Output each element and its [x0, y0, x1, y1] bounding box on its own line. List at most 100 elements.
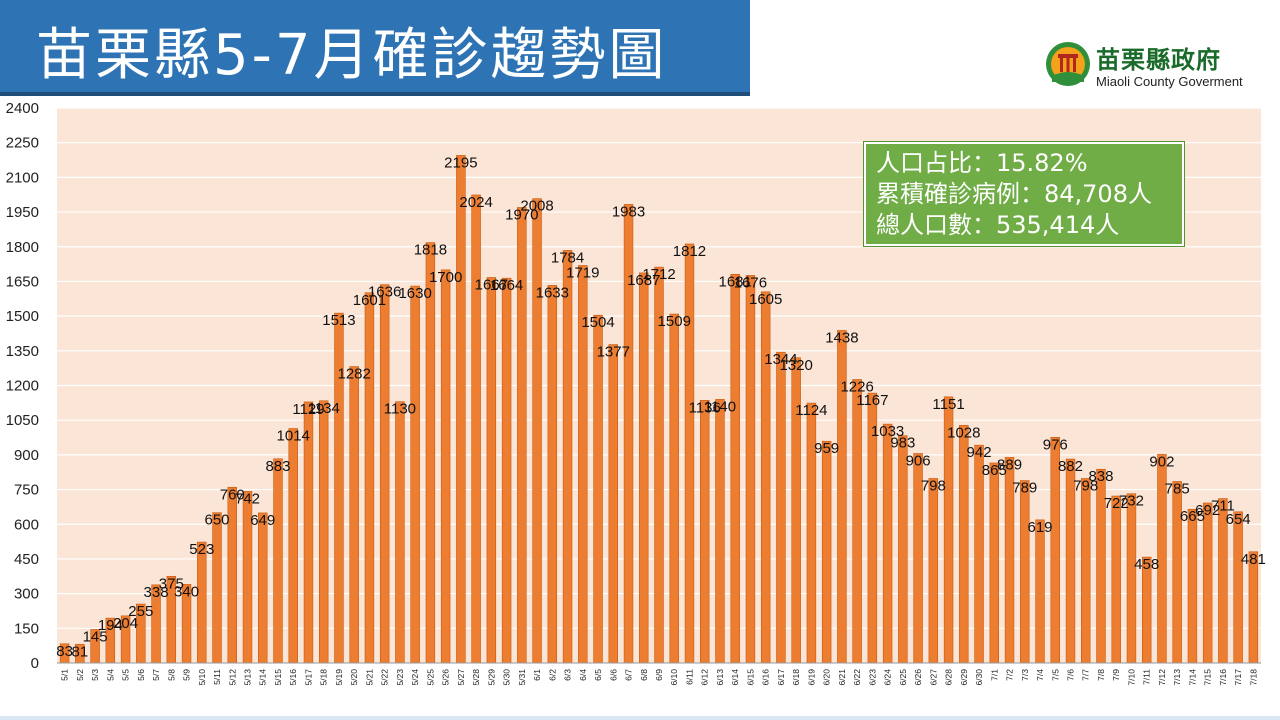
bar [501, 277, 512, 664]
bar [593, 314, 603, 664]
x-tick-label: 5/7 [151, 669, 161, 681]
data-label: 194 [98, 617, 123, 634]
county-emblem-icon [1046, 42, 1090, 86]
x-tick-label: 6/2 [547, 669, 557, 681]
data-label: 1151 [932, 396, 964, 413]
data-label: 1033 [871, 423, 904, 440]
x-tick-label: 6/8 [639, 669, 649, 681]
x-tick-label: 5/12 [227, 669, 237, 686]
x-tick-label: 7/8 [1096, 669, 1106, 681]
data-label: 255 [128, 603, 153, 620]
x-tick-label: 6/7 [624, 669, 634, 681]
y-tick-label: 450 [14, 551, 39, 568]
bar [517, 207, 527, 664]
data-label: 889 [997, 456, 1022, 473]
x-tick-label: 7/7 [1081, 669, 1091, 681]
data-label: 882 [1058, 458, 1083, 475]
x-tick-label: 6/14 [730, 669, 740, 686]
x-tick-label: 5/20 [349, 669, 359, 686]
x-tick-label: 5/14 [258, 669, 268, 686]
data-label: 1028 [947, 424, 980, 441]
x-tick-label: 5/3 [90, 669, 100, 681]
bar [425, 242, 436, 664]
x-tick-label: 5/2 [75, 669, 85, 681]
x-tick-label: 5/4 [105, 669, 115, 681]
data-label: 649 [250, 512, 275, 529]
data-label: 2195 [444, 154, 477, 171]
data-label: 785 [1165, 480, 1190, 497]
x-tick-label: 6/16 [761, 669, 771, 686]
data-label: 375 [159, 575, 184, 592]
y-tick-label: 600 [14, 516, 39, 533]
data-label: 83 [56, 643, 73, 660]
x-tick-label: 7/16 [1218, 669, 1228, 686]
y-axis-ticks: 0 150 300 450 600 750 900 1050 1200 1350 1500 1650 1… [6, 100, 39, 672]
bar [1248, 551, 1259, 664]
x-tick-label: 6/13 [715, 669, 725, 686]
data-label: 838 [1088, 468, 1113, 485]
y-tick-label: 2100 [6, 169, 39, 186]
data-label: 1320 [779, 357, 812, 374]
title-banner: 苗栗縣5-7月確診趨勢圖 [0, 0, 750, 96]
x-tick-label: 5/15 [273, 669, 283, 686]
x-tick-label: 5/10 [197, 669, 207, 686]
x-tick-label: 5/31 [517, 669, 527, 686]
bar [395, 401, 405, 664]
bar [273, 458, 283, 664]
x-tick-label: 7/18 [1248, 669, 1258, 686]
bars [59, 155, 1259, 664]
bar [197, 541, 207, 664]
bar [410, 285, 420, 664]
data-label: 1633 [536, 284, 569, 301]
bar [562, 250, 573, 664]
x-tick-label: 6/10 [669, 669, 679, 686]
data-label: 665 [1180, 508, 1205, 525]
data-label: 1130 [384, 401, 416, 418]
bar [639, 272, 649, 664]
x-tick-label: 5/26 [441, 669, 451, 686]
x-tick-label: 5/24 [410, 669, 420, 686]
y-tick-label: 1950 [6, 204, 39, 221]
x-tick-label: 7/14 [1187, 669, 1197, 686]
data-label: 1605 [749, 291, 782, 308]
data-label: 2024 [459, 194, 492, 211]
data-label: 798 [921, 477, 946, 494]
bar [1020, 480, 1030, 664]
bar [349, 366, 359, 664]
y-tick-label: 1350 [6, 343, 39, 360]
bar [1233, 511, 1243, 664]
data-label: 1970 [505, 206, 538, 223]
x-tick-label: 6/27 [928, 669, 938, 686]
x-tick-label: 7/17 [1233, 669, 1243, 686]
bar [318, 400, 329, 664]
y-tick-label: 750 [14, 482, 39, 499]
x-tick-label: 6/29 [959, 669, 969, 686]
data-label: 906 [906, 452, 931, 469]
total-population: 總人口數：535,414人 [876, 211, 1120, 239]
data-label: 742 [235, 490, 260, 507]
x-tick-label: 5/23 [395, 669, 405, 686]
data-label: 976 [1043, 436, 1068, 453]
data-label: 1667 [475, 277, 508, 294]
data-label: 883 [265, 458, 290, 475]
data-label: 902 [1149, 453, 1174, 470]
data-label: 1344 [764, 351, 797, 368]
x-tick-label: 5/19 [334, 669, 344, 686]
y-tick-label: 900 [14, 447, 39, 464]
population-ratio: 人口占比：15.82% [876, 149, 1088, 177]
bar [989, 462, 1000, 664]
data-label: 2008 [520, 198, 553, 215]
x-tick-label: 6/1 [532, 669, 542, 681]
bar [532, 198, 542, 664]
y-tick-label: 300 [14, 586, 39, 603]
data-label: 1687 [627, 272, 660, 289]
x-tick-label: 7/2 [1005, 669, 1015, 681]
data-label: 523 [189, 541, 214, 558]
x-tick-label: 7/4 [1035, 669, 1045, 681]
x-tick-label: 5/6 [136, 669, 146, 681]
data-label: 798 [1073, 477, 1098, 494]
cumulative-cases: 累積確診病例：84,708人 [876, 180, 1152, 208]
data-label: 1504 [581, 314, 614, 331]
x-tick-label: 6/19 [806, 669, 816, 686]
